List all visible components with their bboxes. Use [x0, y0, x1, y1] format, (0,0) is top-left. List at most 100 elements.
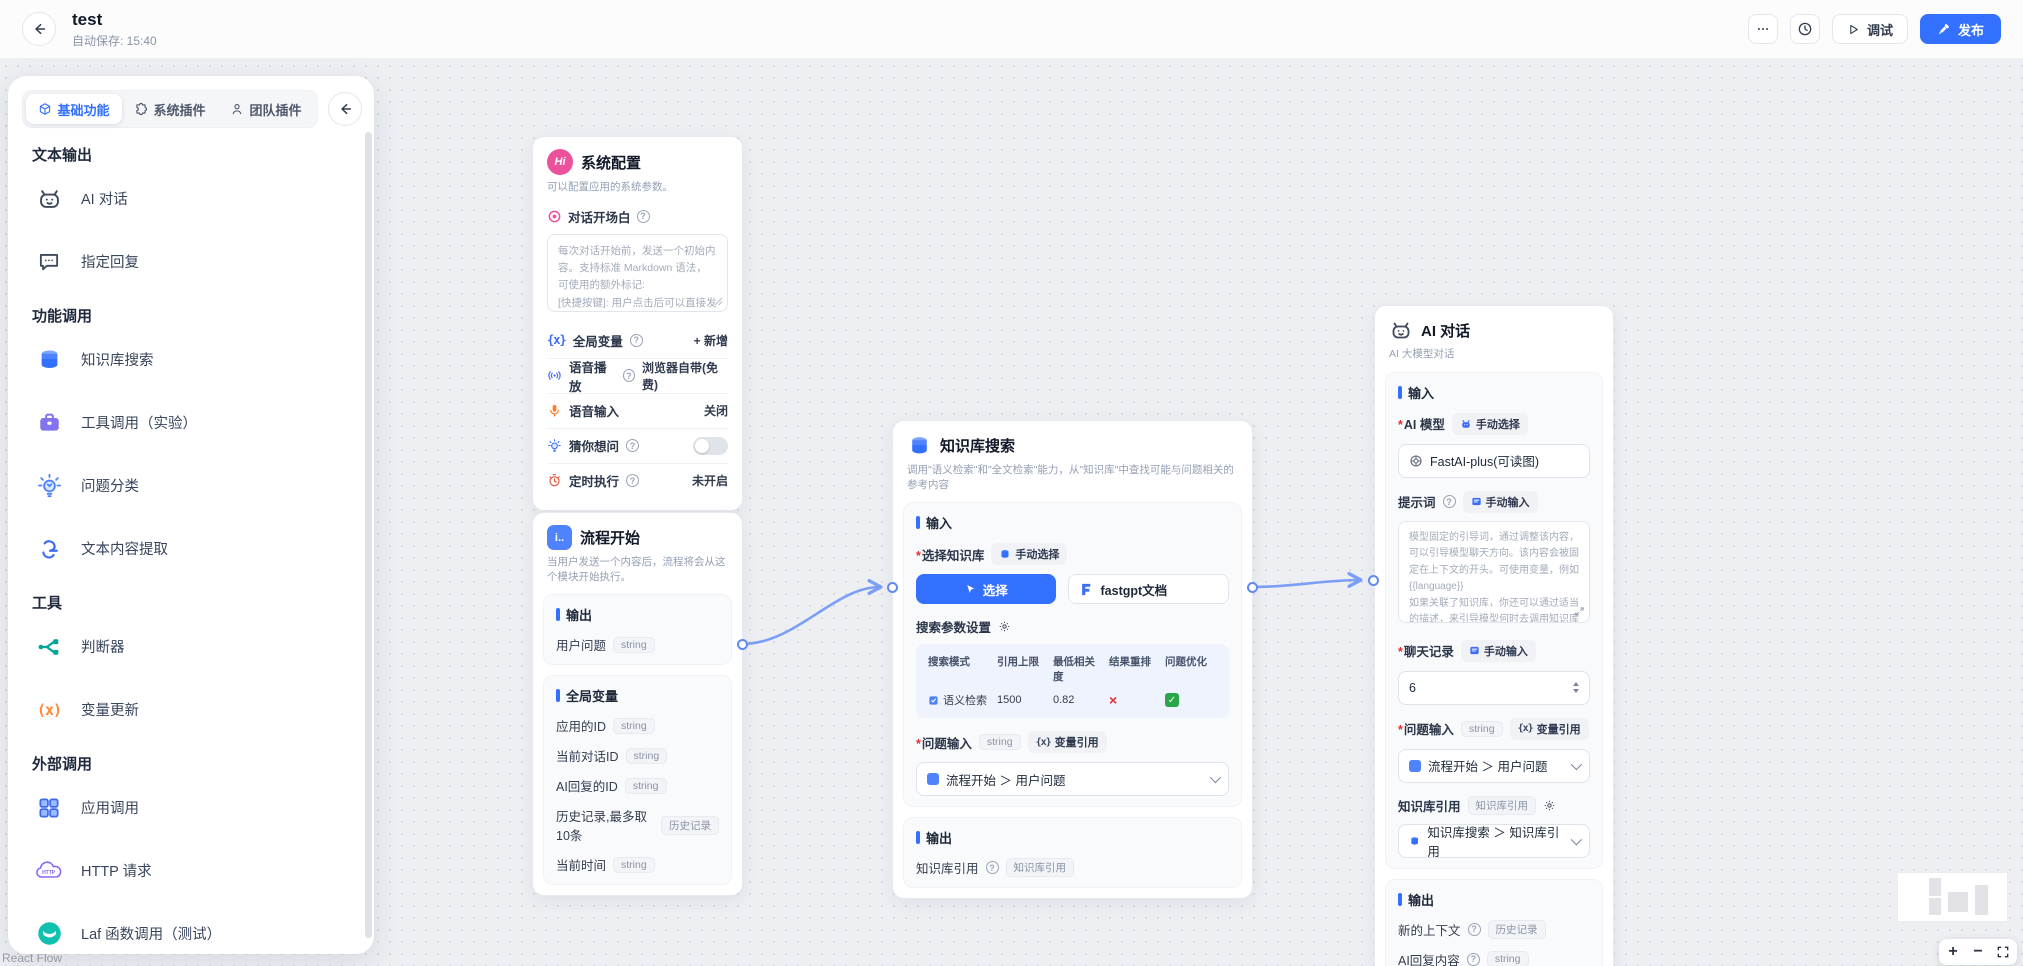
type-badge: string	[613, 856, 655, 873]
handle-flow-start-out[interactable]	[737, 639, 748, 650]
number-stepper[interactable]	[1573, 682, 1579, 694]
history-button[interactable]	[1789, 14, 1820, 44]
row-label: 语音播放	[569, 360, 607, 394]
book-mini-icon	[1471, 498, 1481, 506]
zoom-in-button[interactable]: +	[1948, 943, 1958, 960]
handle-ai-chat-in[interactable]	[1368, 575, 1379, 586]
type-badge: string	[624, 777, 667, 794]
node-template-list: 文本输出 AI 对话 指定回复 功能调用 知识库搜索 工具调用（实验）	[8, 132, 374, 946]
sidebar-item-http-request[interactable]: HTTP HTTP 请求	[8, 839, 374, 902]
tab-team-plugins[interactable]: 团队插件	[218, 94, 314, 124]
variable-ref-badge[interactable]: {x} 变量引用	[1027, 731, 1107, 754]
manual-select-badge[interactable]: 手动选择	[991, 543, 1068, 566]
sidebar-tabs: 基础功能 系统插件 团队插件	[22, 90, 318, 128]
publish-button[interactable]: 发布	[1919, 14, 2001, 44]
debug-button[interactable]: 调试	[1831, 14, 1908, 44]
help-icon[interactable]	[1466, 952, 1480, 966]
node-dataset-search[interactable]: 知识库搜索 调用"语义检索"和"全文检索"能力，从"知识库"中查找可能与问题相关…	[892, 420, 1253, 900]
sidebar-item-dataset-search[interactable]: 知识库搜索	[8, 328, 374, 391]
flow-start-icon: i..	[547, 525, 572, 550]
type-badge: string	[1460, 720, 1503, 737]
quote-source-select[interactable]: 知识库搜索 ＞ 知识库引用	[1398, 823, 1590, 859]
sidebar-item-ai-chat[interactable]: AI 对话	[8, 167, 374, 230]
tts-row: 语音播放 浏览器自带(免费)	[547, 357, 728, 394]
sidebar-item-variable-update[interactable]: (x) 变量更新	[8, 678, 374, 741]
gear-icon[interactable]	[998, 620, 1011, 633]
back-button[interactable]	[22, 12, 56, 46]
help-icon[interactable]	[626, 474, 640, 488]
item-label: 文本内容提取	[81, 542, 168, 558]
resize-handle-icon[interactable]	[714, 293, 723, 311]
zoom-out-button[interactable]: −	[1973, 943, 1983, 960]
sidebar-item-app-call[interactable]: 应用调用	[8, 776, 374, 839]
help-icon[interactable]	[636, 209, 650, 223]
help-icon[interactable]	[622, 369, 636, 383]
node-template-sidebar: 基础功能 系统插件 团队插件 文本输出 AI 对话	[8, 76, 374, 954]
tab-system-plugins[interactable]: 系统插件	[122, 94, 218, 124]
output-row: 新的上下文 历史记录	[1398, 919, 1590, 939]
node-subtitle: 调用"语义检索"和"全文检索"能力，从"知识库"中查找可能与问题相关的参考内容	[907, 464, 1234, 491]
type-badge: string	[613, 717, 655, 734]
clock-icon	[1798, 22, 1812, 36]
prompt-textarea[interactable]	[1398, 520, 1590, 623]
choose-dataset-button[interactable]: 选择	[916, 574, 1056, 605]
scheduled-run-value[interactable]: 未开启	[691, 474, 728, 489]
col-header: 最低相关度	[1053, 656, 1095, 684]
question-source-select[interactable]: 流程开始 ＞ 用户问题	[1398, 748, 1590, 783]
voice-input-value[interactable]: 关闭	[703, 404, 728, 419]
dataset-card[interactable]: fastgpt文档	[1067, 574, 1229, 605]
variable-ref-badge[interactable]: {x} 变量引用	[1509, 717, 1589, 740]
node-ai-chat[interactable]: AI 对话 AI 大模型对话 输入 AI 模型 手动选择 FastAI-plus…	[1374, 305, 1614, 966]
sidebar-item-judge[interactable]: 判断器	[8, 615, 374, 678]
node-subtitle: 当用户发送一个内容后，流程将会从这个模块开始执行。	[547, 556, 726, 583]
item-label: 变量更新	[81, 703, 139, 719]
node-system-config[interactable]: Hi 系统配置 可以配置应用的系统参数。 对话开场白 {x} 全局变量 新增	[532, 136, 743, 511]
sidebar-scrollbar[interactable]	[365, 132, 372, 938]
node-flow-start[interactable]: i.. 流程开始 当用户发送一个内容后，流程将会从这个模块开始执行。 输出 用户…	[532, 512, 743, 897]
manual-input-badge[interactable]: 手动输入	[1460, 639, 1536, 662]
row-label: 应用的ID	[556, 720, 607, 735]
help-icon[interactable]	[985, 861, 999, 875]
bulb-icon	[34, 471, 64, 501]
node-subtitle: AI 大模型对话	[1389, 348, 1455, 360]
params-label[interactable]: 搜索参数设置	[916, 621, 992, 636]
sidebar-item-tool-call[interactable]: 工具调用（实验）	[8, 391, 374, 454]
minimap[interactable]	[1897, 872, 2008, 922]
help-icon[interactable]	[1442, 495, 1456, 509]
help-icon[interactable]	[626, 439, 640, 453]
more-button[interactable]	[1747, 14, 1778, 44]
collapse-sidebar-button[interactable]	[328, 92, 362, 126]
question-source-select[interactable]: 流程开始 ＞ 用户问题	[916, 762, 1229, 797]
tts-value[interactable]: 浏览器自带(免费)	[642, 360, 719, 392]
col-header: 结果重排	[1109, 656, 1151, 669]
expand-icon[interactable]	[1574, 604, 1585, 622]
node-content: 对话开场白 {x} 全局变量 新增 语音播放 浏览器自带(免费)	[533, 205, 742, 510]
rerank-cell: ×	[1107, 690, 1163, 710]
history-count-input[interactable]: 6	[1398, 670, 1590, 705]
model-select[interactable]: FastAI-plus(可读图)	[1398, 443, 1590, 478]
help-icon[interactable]	[1467, 922, 1481, 936]
handle-dataset-search-in[interactable]	[887, 582, 898, 593]
edge-datasetsearch-aichat[interactable]	[1252, 571, 1363, 589]
sidebar-item-question-classify[interactable]: 问题分类	[8, 454, 374, 517]
welcome-textarea[interactable]	[547, 233, 728, 312]
fit-view-button[interactable]	[1992, 940, 2014, 964]
ellipsis-icon	[1757, 28, 1769, 30]
gear-icon[interactable]	[1543, 799, 1556, 812]
row-label: 全局变量	[572, 334, 623, 349]
sidebar-item-reply[interactable]: 指定回复	[8, 230, 374, 293]
tab-basic[interactable]: 基础功能	[26, 94, 122, 124]
help-icon[interactable]	[629, 333, 643, 347]
question-guide-toggle[interactable]	[693, 436, 728, 455]
item-label: 工具调用（实验）	[81, 416, 197, 432]
manual-select-badge[interactable]: 手动选择	[1451, 412, 1528, 435]
person-icon	[233, 104, 242, 115]
sidebar-item-content-extract[interactable]: 文本内容提取	[8, 517, 374, 580]
minimap-node	[1929, 898, 1941, 915]
add-variable-button[interactable]: 新增	[694, 332, 728, 349]
sidebar-item-laf[interactable]: Laf 函数调用（测试）	[8, 902, 374, 946]
edge-flowstart-datasetsearch[interactable]	[741, 579, 883, 646]
manual-input-badge[interactable]: 手动输入	[1462, 490, 1538, 513]
output-row: AI回复内容 string	[1398, 950, 1590, 966]
handle-dataset-search-out[interactable]	[1247, 582, 1258, 593]
